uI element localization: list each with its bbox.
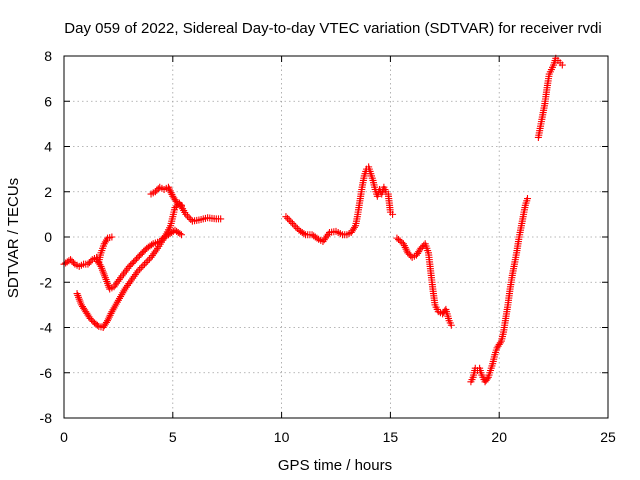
data-point (404, 249, 412, 257)
data-point (131, 256, 139, 264)
data-point (84, 260, 92, 268)
data-point (417, 244, 425, 252)
data-point (558, 61, 566, 69)
x-tick-labels: 0 5 10 15 20 25 (60, 429, 616, 445)
data-point (85, 259, 93, 267)
data-point (142, 258, 150, 266)
data-point (128, 259, 136, 267)
x-tick-label: 25 (600, 429, 616, 445)
data-point (153, 186, 161, 194)
data-series-2 (73, 199, 225, 331)
data-series-7 (467, 195, 531, 386)
data-point (178, 231, 186, 239)
data-point (176, 230, 184, 238)
data-point (140, 247, 148, 255)
y-tick-label: -8 (40, 410, 53, 426)
data-point (144, 257, 152, 265)
data-point (389, 210, 397, 218)
data-point (125, 262, 133, 270)
data-point (178, 201, 186, 209)
data-point (133, 255, 141, 263)
data-point (87, 257, 95, 265)
data-point (137, 264, 145, 272)
data-point (290, 221, 298, 229)
data-series-5 (282, 163, 397, 246)
x-axis-label: GPS time / hours (278, 457, 392, 474)
data-point (137, 250, 145, 258)
x-tick-label: 0 (60, 429, 68, 445)
data-point (134, 253, 142, 261)
chart-title: Day 059 of 2022, Sidereal Day-to-day VTE… (64, 20, 601, 37)
data-point (496, 339, 504, 347)
y-tick-label: 4 (44, 139, 52, 155)
data-series-1 (60, 233, 116, 270)
data-point (136, 265, 144, 273)
data-point (171, 204, 179, 212)
axis-ticks (63, 55, 609, 419)
data-point (284, 214, 292, 222)
y-tick-label: 2 (44, 184, 52, 200)
data-point (148, 241, 156, 249)
x-tick-label: 20 (491, 429, 507, 445)
data-point (217, 215, 225, 223)
data-point (183, 212, 191, 220)
data-series-4 (147, 183, 186, 209)
data-point (418, 243, 426, 251)
data-point (139, 262, 147, 270)
data-point (127, 261, 135, 269)
data-point (135, 252, 143, 260)
y-axis-label: SDTVAR / TECUs (5, 178, 22, 298)
y-tick-label: 8 (44, 48, 52, 64)
data-point (185, 214, 193, 222)
data-point (300, 230, 308, 238)
data-point (134, 267, 142, 275)
data-point (102, 318, 110, 326)
y-tick-label: -6 (40, 365, 53, 381)
data-point (288, 219, 296, 227)
y-tick-label: -2 (40, 274, 53, 290)
data-point (282, 213, 290, 221)
data-point (88, 316, 96, 324)
data-point (141, 260, 149, 268)
x-tick-label: 5 (169, 429, 177, 445)
data-point (69, 259, 77, 267)
data-point (67, 256, 75, 264)
data-point (138, 249, 146, 257)
data-point (292, 223, 300, 231)
data-series-8 (534, 54, 566, 141)
data-point (130, 258, 138, 266)
data-point (285, 216, 293, 224)
data-point (182, 210, 190, 218)
y-tick-label: -4 (40, 320, 53, 336)
data-point (108, 233, 116, 241)
data-point (145, 255, 153, 263)
data-point (86, 314, 94, 322)
data-point (313, 234, 321, 242)
data-point (350, 223, 358, 231)
data-point (483, 375, 491, 383)
data-point (523, 195, 531, 203)
data-point (159, 235, 167, 243)
data-point (187, 215, 195, 223)
data-points (60, 54, 566, 386)
data-point (405, 250, 413, 258)
grid (64, 56, 608, 418)
data-series-3 (93, 226, 186, 293)
y-tick-label: 0 (44, 229, 52, 245)
x-tick-label: 10 (274, 429, 290, 445)
data-point (156, 238, 164, 246)
data-point (287, 218, 295, 226)
y-tick-label: 6 (44, 93, 52, 109)
data-point (96, 261, 104, 269)
data-point (93, 321, 101, 329)
x-tick-label: 15 (383, 429, 399, 445)
data-series-6 (393, 234, 455, 329)
data-point (151, 188, 159, 196)
y-tick-labels: -8 -6 -4 -2 0 2 4 6 8 (40, 48, 53, 426)
data-point (68, 257, 76, 265)
data-point (447, 321, 455, 329)
data-point (157, 236, 165, 244)
